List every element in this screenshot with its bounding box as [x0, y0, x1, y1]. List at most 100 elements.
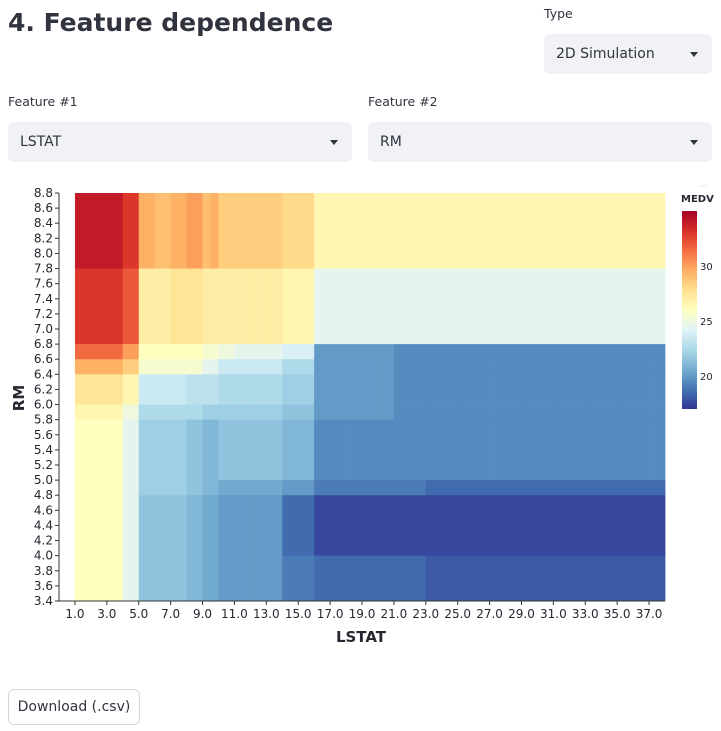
y-tick-label: 6.8 [34, 337, 53, 351]
heatmap-cell [521, 359, 554, 375]
heatmap-cell [298, 480, 315, 496]
heatmap-cell [393, 495, 427, 557]
y-tick-label: 7.0 [34, 322, 53, 336]
heatmap-cell [346, 359, 363, 375]
heatmap-cell [617, 555, 650, 602]
heatmap-cell [138, 193, 156, 269]
heatmap-cell [202, 193, 211, 269]
y-tick-label: 6.0 [34, 398, 53, 412]
heatmap-cell [585, 404, 618, 421]
heatmap-cell [218, 555, 235, 602]
heatmap-cell [553, 193, 586, 269]
heatmap-cell [521, 268, 554, 345]
heatmap-cell [585, 344, 618, 360]
heatmap-cell [393, 344, 427, 360]
heatmap-cell [154, 404, 172, 421]
heatmap-cell [106, 193, 124, 269]
heatmap-cell [377, 193, 395, 269]
heatmap-cell [362, 404, 379, 421]
heatmap-cell [266, 359, 283, 375]
heatmap-cell [250, 419, 267, 481]
heatmap-cell [649, 480, 666, 496]
heatmap-cell [122, 344, 140, 360]
more-options-icon[interactable]: ··· [699, 182, 707, 191]
heatmap-cell [425, 404, 459, 421]
heatmap-cell [585, 374, 618, 405]
heatmap-cell [138, 268, 156, 345]
heatmap-cell [122, 404, 140, 421]
heatmap-cell [330, 359, 347, 375]
heatmap-cell [346, 374, 363, 405]
download-csv-button[interactable]: Download (.csv) [8, 689, 140, 725]
x-tick-label: 5.0 [129, 607, 148, 621]
heatmap-cell [298, 555, 315, 602]
heatmap-cell [266, 495, 283, 557]
heatmap-cell [234, 495, 251, 557]
heatmap-cell [298, 268, 315, 345]
heatmap-cell [266, 404, 283, 421]
heatmap-cell [282, 268, 299, 345]
y-tick-label: 6.4 [34, 367, 53, 381]
heatmap-cell [282, 480, 299, 496]
y-tick-label: 5.2 [34, 458, 53, 472]
heatmap-cell [617, 344, 650, 360]
x-tick-label: 13.0 [253, 607, 280, 621]
heatmap-cell [489, 374, 522, 405]
feature1-value: LSTAT [20, 134, 62, 150]
heatmap-cell [170, 359, 187, 375]
y-axis: 8.88.68.48.28.07.87.67.47.27.06.86.66.46… [34, 186, 60, 608]
heatmap-cell [314, 404, 331, 421]
heatmap-cell [210, 193, 219, 269]
type-select[interactable]: 2D Simulation [544, 34, 712, 74]
heatmap-chart[interactable]: 1.0 3.0 5.0 7.0 9.0 11.0 13.0 15.0 17.0 19.0 21.0 2… [0, 180, 721, 650]
heatmap-cell [457, 404, 490, 421]
heatmap-cell [74, 193, 108, 269]
heatmap-cell [74, 374, 108, 405]
heatmap-cell [210, 344, 219, 360]
heatmap-cell [186, 374, 203, 405]
heatmap-cell [138, 480, 156, 496]
heatmap-cell [314, 359, 331, 375]
heatmap-cell [170, 555, 187, 602]
feature1-select[interactable]: LSTAT [8, 122, 352, 162]
heatmap-cell [210, 480, 219, 496]
heatmap-cell [186, 359, 203, 375]
colorbar-tick-label: 30 [700, 262, 713, 273]
heatmap-cell [122, 419, 140, 481]
heatmap-cell [553, 404, 586, 421]
heatmap-cell [553, 344, 586, 360]
heatmap-cell [585, 268, 618, 345]
x-axis-title: LSTAT [336, 628, 387, 646]
heatmap-cell [377, 344, 395, 360]
chevron-down-icon [690, 52, 698, 57]
heatmap-cell [617, 480, 650, 496]
heatmap-cell [266, 344, 283, 360]
heatmap-cell [298, 404, 315, 421]
x-tick-label: 27.0 [476, 607, 503, 621]
heatmap-cell [234, 480, 251, 496]
heatmap-cell [250, 359, 267, 375]
heatmap-cell [74, 480, 108, 496]
heatmap-cell [74, 268, 108, 345]
heatmap-cell [282, 359, 299, 375]
heatmap-cell [106, 374, 124, 405]
heatmap-cell [457, 359, 490, 375]
x-tick-label: 15.0 [285, 607, 312, 621]
heatmap-cell [314, 344, 331, 360]
heatmap-cell [489, 480, 522, 496]
heatmap-cell [585, 495, 618, 557]
heatmap-cell [138, 374, 156, 405]
heatmap-cell [649, 555, 666, 602]
heatmap-cell [330, 344, 347, 360]
colorbar-tick-label: 25 [700, 317, 713, 328]
heatmap-cell [314, 480, 331, 496]
heatmap-cell [393, 555, 427, 602]
heatmap-cell [585, 419, 618, 481]
heatmap-cell [218, 419, 235, 481]
heatmap-cell [393, 268, 427, 345]
type-select-label: Type [544, 6, 573, 21]
feature2-select[interactable]: RM [368, 122, 712, 162]
heatmap-cell [234, 193, 251, 269]
heatmap-cell [202, 359, 211, 375]
heatmap-cell [346, 404, 363, 421]
